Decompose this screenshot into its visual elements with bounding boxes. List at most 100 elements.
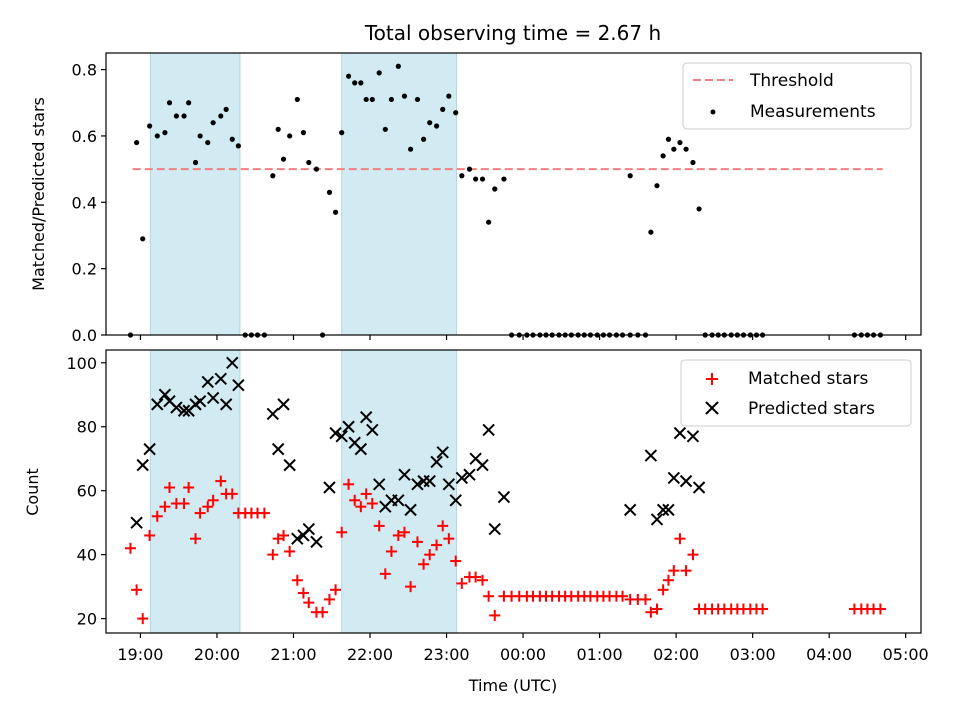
measurement-point [690, 159, 696, 166]
measurement-point [275, 126, 281, 132]
matched-star-point [124, 542, 136, 554]
predicted-star-point [170, 401, 183, 414]
matched-star-point [680, 565, 692, 577]
measurement-point [229, 136, 235, 142]
predicted-star-point [323, 481, 336, 494]
matched-star-point [757, 603, 769, 615]
measurement-point [162, 130, 168, 136]
matched-star-point [144, 529, 156, 541]
matched-star-point [668, 565, 680, 577]
legend-predicted-swatch [705, 401, 719, 415]
x-tick-label: 19:00 [117, 645, 163, 664]
predicted-star-point [372, 478, 386, 491]
measurement-point [332, 209, 339, 215]
measurement-point [140, 236, 146, 242]
predicted-star-point [644, 449, 658, 462]
predicted-star-point [679, 474, 693, 488]
matched-star-point [164, 482, 176, 494]
top-shaded-intervals [149, 52, 457, 336]
predicted-star-point [151, 398, 164, 411]
top-y-axis-label: Matched/Predicted stars [29, 97, 48, 291]
matched-star-point [330, 584, 342, 596]
top-axes-frame [105, 52, 922, 336]
measurement-point [369, 96, 375, 103]
measurement-point [294, 96, 300, 103]
measurement-point [388, 96, 395, 103]
matched-star-point [137, 613, 149, 625]
measurement-point [147, 123, 153, 129]
matched-star-point [456, 577, 468, 589]
measurement-point [395, 63, 401, 69]
x-tick-label: 22:00 [347, 645, 393, 664]
predicted-star-point [266, 407, 280, 421]
measurement-point [205, 139, 211, 146]
measurement-point [326, 189, 333, 195]
matched-star-point [131, 584, 143, 596]
predicted-star-point [488, 522, 501, 536]
predicted-star-point [283, 458, 296, 472]
matched-star-point [392, 529, 404, 541]
measurement-point [654, 183, 660, 189]
matched-star-point [662, 574, 674, 586]
y-tick-label: 40 [77, 546, 97, 565]
measurement-point [197, 133, 203, 139]
matched-star-point [379, 568, 391, 580]
x-axis-label: Time (UTC) [468, 676, 557, 695]
measurement-point [223, 106, 229, 112]
predicted-star-point [136, 458, 149, 472]
predicted-star-point [291, 532, 304, 545]
matched-star-point [483, 590, 495, 602]
predicted-star-point [692, 481, 706, 494]
bottom-x-ticks: 19:00 20:00 21:00 22:00 23:00 00:00 01:00 02:00… [117, 633, 929, 664]
shaded-interval-1 [341, 349, 457, 634]
predicted-star-point [398, 468, 411, 481]
matched-star-point [687, 549, 699, 561]
predicted-star-point [673, 426, 687, 440]
measurement-point [218, 113, 224, 119]
bottom-axes-frame [105, 349, 922, 634]
measurement-point [486, 219, 492, 225]
x-tick-label: 03:00 [730, 645, 776, 664]
matched-star-point [424, 549, 436, 561]
matched-star-point [651, 603, 663, 615]
y-tick-label: 0.2 [72, 260, 97, 279]
matched-star-point [258, 507, 270, 519]
measurement-point [453, 110, 459, 116]
measurement-point [363, 96, 369, 103]
measurement-point [287, 133, 293, 139]
measurement-point [446, 93, 452, 99]
measurement-point [134, 139, 140, 146]
measurement-point [501, 176, 507, 182]
y-tick-label: 80 [77, 418, 97, 437]
predicted-star-point [302, 522, 316, 536]
measurement-point [433, 123, 440, 129]
measurement-point [492, 186, 498, 192]
measurement-point [671, 146, 677, 152]
bottom-panel: 20 40 60 80 100 19:00 20:00 21:00 22:00 23:00 00:… [23, 349, 929, 695]
matched-star-point [645, 606, 657, 618]
predicted-star-point [214, 372, 227, 385]
matched-star-point [418, 558, 430, 570]
measurement-point [407, 146, 414, 152]
matched-star-point [343, 478, 355, 490]
measurement-point [192, 159, 199, 166]
measurement-point [677, 139, 683, 146]
measurement-point [181, 113, 187, 119]
x-tick-label: 20:00 [194, 645, 240, 664]
matched-star-point [202, 501, 214, 513]
shaded-interval-1 [341, 52, 457, 336]
measurement-point [313, 166, 320, 172]
matched-star-point [183, 482, 195, 494]
predicted-star-point [354, 442, 368, 456]
y-tick-label: 0.4 [72, 193, 97, 212]
predicted-star-point [430, 455, 443, 469]
measurement-point [466, 166, 473, 172]
bottom-matched-points [124, 475, 886, 625]
top-panel: 0.00.20.40.60.8 Matched/Predicted stars … [29, 52, 922, 345]
predicted-star-point [497, 490, 511, 504]
matched-star-point [297, 587, 309, 599]
matched-star-point [470, 571, 482, 583]
measurement-point [627, 173, 633, 179]
predicted-star-point [411, 478, 424, 491]
bottom-y-ticks: 20 40 60 80 100 [66, 354, 106, 629]
